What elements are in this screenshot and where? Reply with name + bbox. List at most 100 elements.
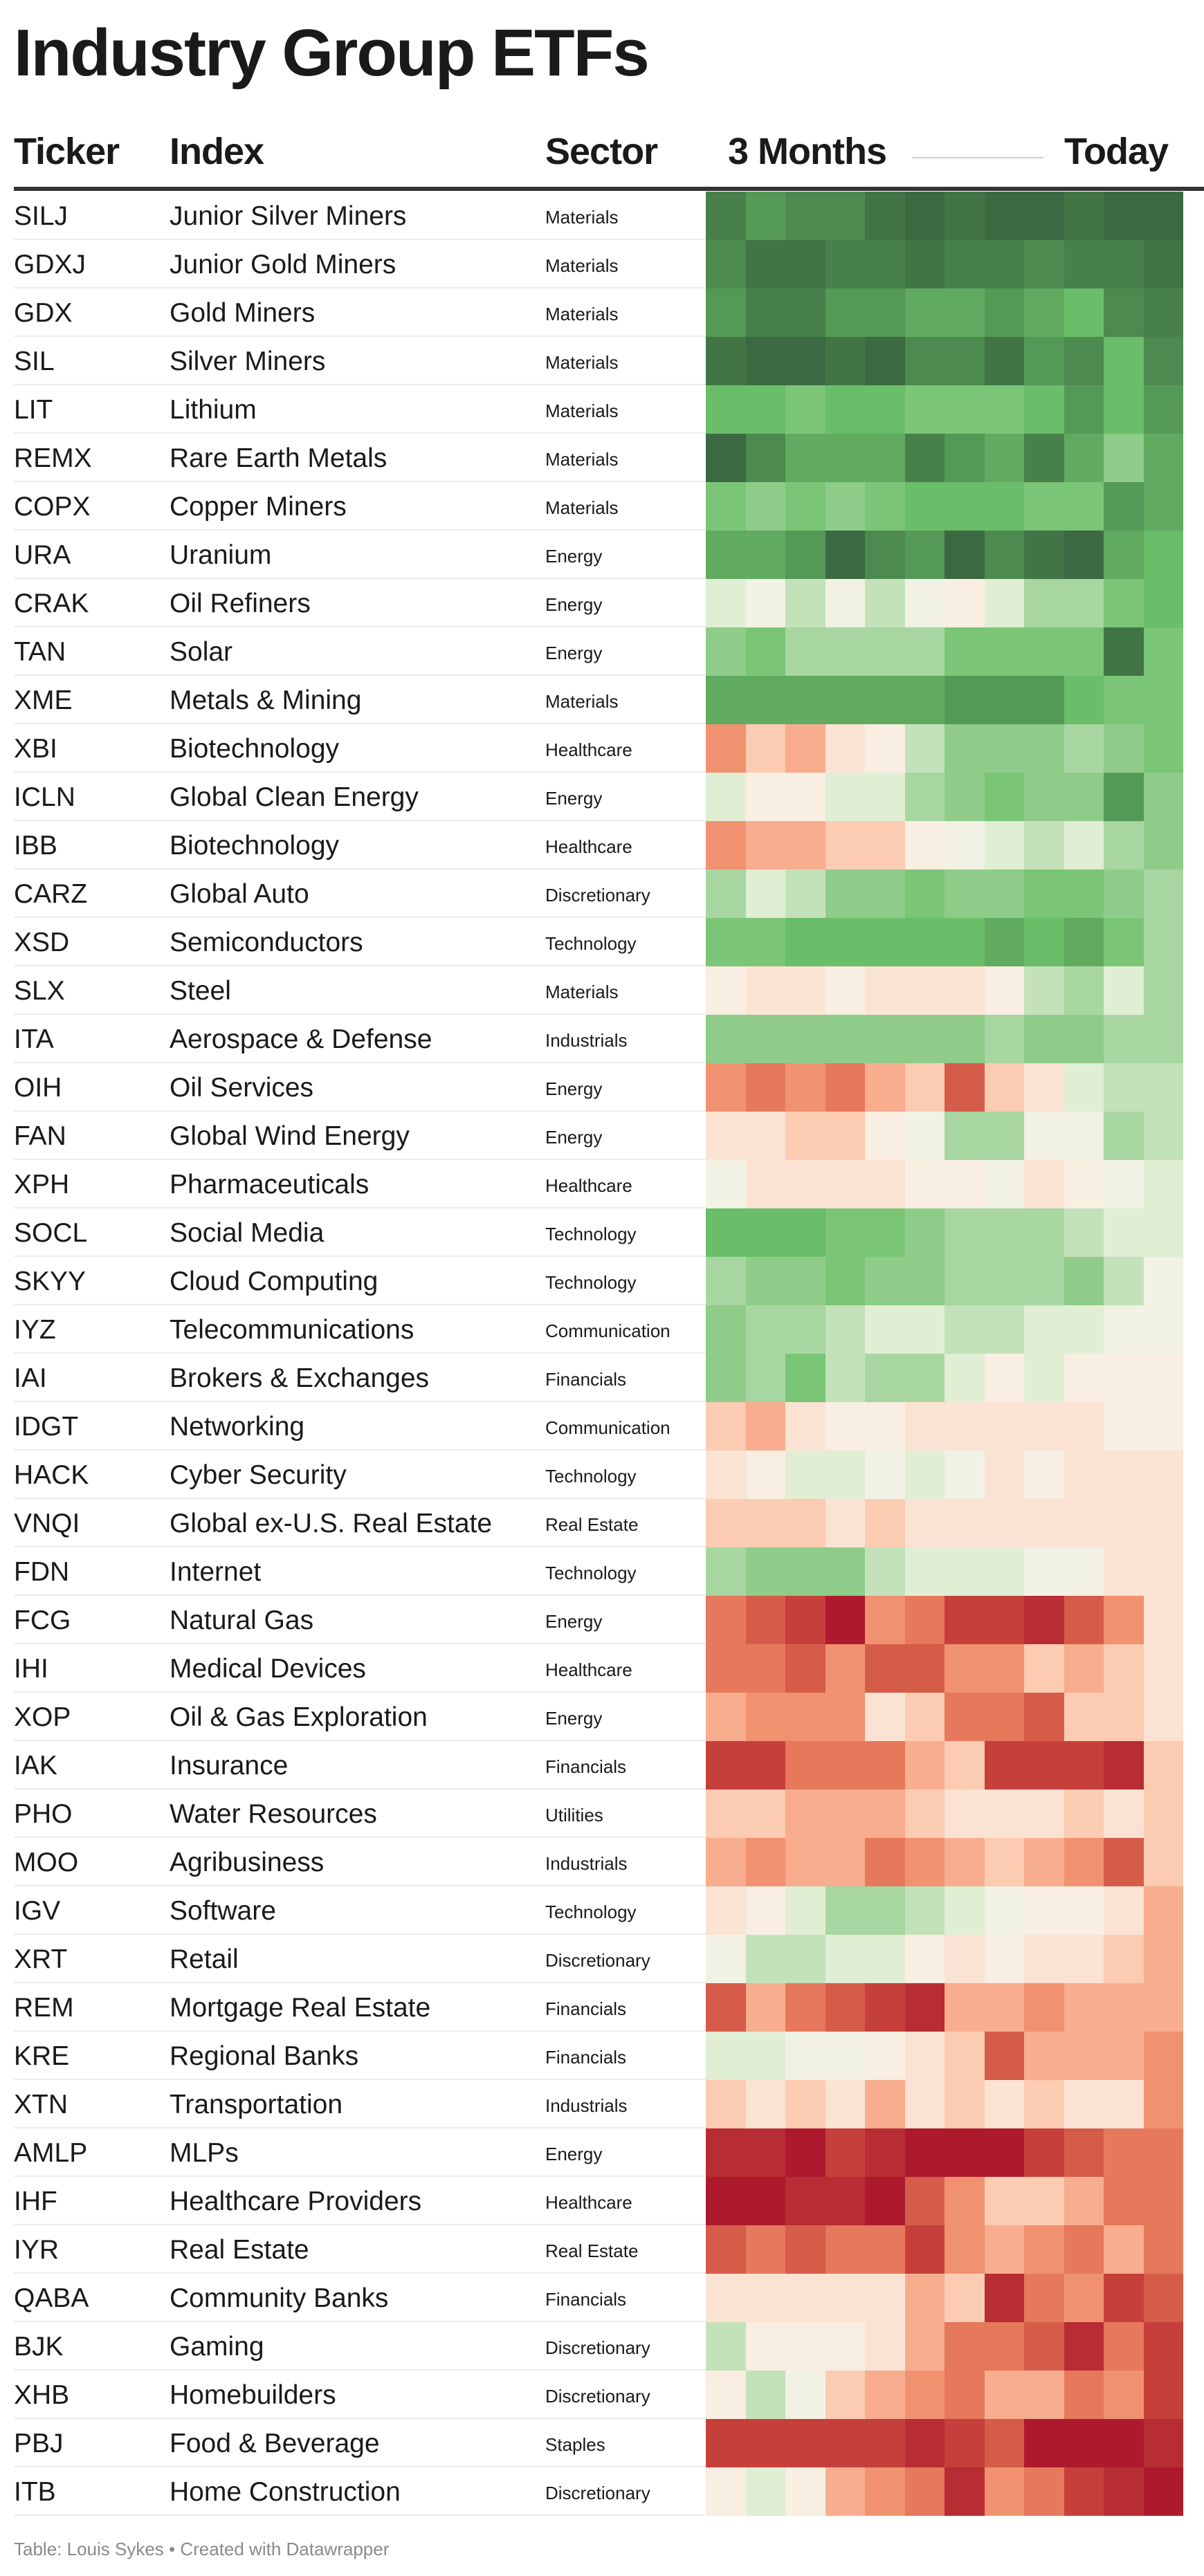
heatmap-cell <box>1143 1644 1183 1693</box>
table-row: OIH Oil Services Energy <box>0 1063 1204 1112</box>
heatmap-cell <box>745 1160 785 1208</box>
heatmap-cell <box>1143 2467 1183 2516</box>
heatmap-cell <box>984 1208 1024 1257</box>
heatmap-cell <box>984 676 1024 724</box>
heatmap-cell <box>1064 966 1104 1015</box>
heatmap-cell <box>865 1112 905 1160</box>
heatmap-cell <box>865 1838 905 1886</box>
heatmap-cell <box>1104 1402 1144 1451</box>
heatmap-cell <box>945 240 985 288</box>
ticker-cell: ITA <box>14 1024 54 1054</box>
heatmap-cell <box>1064 1305 1104 1354</box>
heatmap-cell <box>904 2177 945 2225</box>
heatmap-cell <box>825 821 865 870</box>
heatmap-cell <box>1143 966 1183 1015</box>
heatmap-strip <box>706 1547 1183 1596</box>
index-cell: Global ex-U.S. Real Estate <box>170 1509 493 1538</box>
heatmap-cell <box>785 1160 826 1208</box>
heatmap-cell <box>984 2419 1024 2467</box>
heatmap-cell <box>825 773 865 821</box>
heatmap-cell <box>1064 240 1104 288</box>
ticker-cell: FAN <box>14 1121 66 1151</box>
ticker-cell: QABA <box>14 2283 89 2313</box>
heatmap-cell <box>945 2371 985 2419</box>
heatmap-cell <box>865 918 905 966</box>
table-row: FCG Natural Gas Energy <box>0 1596 1204 1644</box>
heatmap-cell <box>1104 918 1144 966</box>
heatmap-cell <box>984 192 1024 240</box>
heatmap-cell <box>1024 1402 1064 1451</box>
heatmap-cell <box>945 1112 985 1160</box>
heatmap-cell <box>904 1402 945 1451</box>
heatmap-cell <box>984 2080 1024 2128</box>
heatmap-strip <box>706 288 1183 337</box>
heatmap-cell <box>865 821 905 870</box>
table-row: GDX Gold Miners Materials <box>0 288 1204 337</box>
heatmap-cell <box>1024 724 1064 773</box>
heatmap-cell <box>785 240 826 288</box>
ticker-cell: MOO <box>14 1848 79 1877</box>
heatmap-cell <box>865 1257 905 1305</box>
index-cell: Natural Gas <box>170 1606 314 1635</box>
heatmap-cell <box>706 1257 746 1305</box>
sector-cell: Materials <box>545 255 619 276</box>
heatmap-strip <box>706 1305 1183 1354</box>
heatmap-cell <box>904 918 945 966</box>
ticker-cell: IGV <box>14 1896 61 1926</box>
index-cell: Medical Devices <box>170 1654 366 1684</box>
heatmap-cell <box>745 2274 785 2322</box>
row-divider <box>14 771 706 773</box>
heatmap-cell <box>706 627 746 676</box>
heatmap-cell <box>825 1451 865 1499</box>
ticker-cell: SILJ <box>14 201 69 231</box>
sector-cell: Healthcare <box>545 1175 632 1196</box>
heatmap-strip <box>706 2419 1183 2467</box>
heatmap-cell <box>904 1547 945 1596</box>
heatmap-cell <box>706 2032 746 2080</box>
heatmap-cell <box>785 531 826 579</box>
heatmap-cell <box>904 288 945 337</box>
heatmap-cell <box>1143 676 1183 724</box>
heatmap-cell <box>745 2467 785 2516</box>
heatmap-cell <box>865 1305 905 1354</box>
heatmap-cell <box>745 966 785 1015</box>
heatmap-cell <box>785 1741 826 1790</box>
heatmap-cell <box>1143 579 1183 627</box>
heatmap-cell <box>706 1886 746 1935</box>
page-title: Industry Group ETFs <box>14 16 650 90</box>
heatmap-cell <box>825 1983 865 2032</box>
heatmap-cell <box>865 1354 905 1402</box>
table-row: CRAK Oil Refiners Energy <box>0 579 1204 627</box>
heatmap-cell <box>865 2032 905 2080</box>
heatmap-cell <box>706 1644 746 1693</box>
heatmap-strip <box>706 2128 1183 2177</box>
heatmap-cell <box>745 337 785 385</box>
heatmap-cell <box>984 724 1024 773</box>
row-divider <box>14 1691 706 1693</box>
heatmap-strip <box>706 240 1183 288</box>
heatmap-cell <box>706 1596 746 1644</box>
heatmap-cell <box>706 1015 746 1063</box>
heatmap-cell <box>706 1547 746 1596</box>
heatmap-cell <box>825 482 865 531</box>
heatmap-cell <box>785 1547 826 1596</box>
sector-cell: Energy <box>545 546 603 567</box>
heatmap-cell <box>945 627 985 676</box>
index-cell: Agribusiness <box>170 1848 325 1877</box>
row-divider <box>14 674 706 676</box>
heatmap-cell <box>865 482 905 531</box>
heatmap-cell <box>1143 1451 1183 1499</box>
heatmap-cell <box>945 724 985 773</box>
heatmap-cell <box>745 1354 785 1402</box>
heatmap-cell <box>984 1499 1024 1547</box>
heatmap-cell <box>1024 1983 1064 2032</box>
heatmap-cell <box>945 966 985 1015</box>
heatmap-cell <box>945 1983 985 2032</box>
heatmap-cell <box>825 966 865 1015</box>
heatmap-cell <box>706 821 746 870</box>
heatmap-cell <box>745 240 785 288</box>
row-divider <box>14 2418 706 2419</box>
heatmap-strip <box>706 2274 1183 2322</box>
heatmap-cell <box>1104 1644 1144 1693</box>
sector-cell: Technology <box>545 1466 637 1487</box>
